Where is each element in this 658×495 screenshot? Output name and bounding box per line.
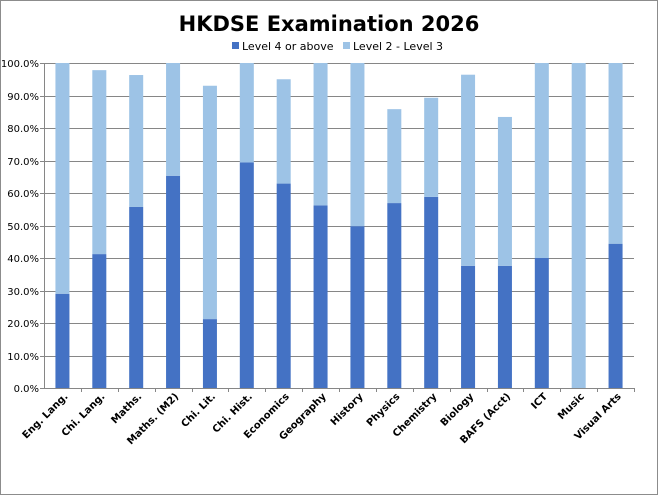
y-tick-label: 40.0% bbox=[7, 254, 39, 265]
bars bbox=[55, 63, 623, 388]
x-tick-label: Chi. Lit. bbox=[179, 391, 218, 430]
bar-level4-or-above bbox=[92, 254, 107, 388]
bar-level4-or-above bbox=[350, 226, 365, 388]
chart-title: HKDSE Examination 2026 bbox=[179, 12, 480, 36]
y-tick-label: 0.0% bbox=[14, 384, 39, 395]
bar-level4-or-above bbox=[497, 265, 512, 388]
bar-level2-to-level3 bbox=[129, 75, 144, 207]
y-tick-label: 50.0% bbox=[7, 222, 39, 233]
x-tick-label: Biology bbox=[439, 391, 477, 429]
bar-level2-to-level3 bbox=[497, 116, 512, 266]
y-tick-label: 30.0% bbox=[7, 287, 39, 298]
bar-level2-to-level3 bbox=[571, 63, 586, 388]
bar-level4-or-above bbox=[202, 319, 217, 388]
legend: Level 4 or above Level 2 - Level 3 bbox=[232, 40, 443, 53]
x-axis: Eng. Lang.Chi. Lang. Maths.Maths. (M2)Chi… bbox=[21, 388, 635, 447]
y-tick-label: 60.0% bbox=[7, 189, 39, 200]
bar-level4-or-above bbox=[239, 162, 254, 388]
bar-level4-or-above bbox=[461, 265, 476, 388]
bar-level4-or-above bbox=[608, 243, 623, 388]
bar-level2-to-level3 bbox=[350, 63, 365, 227]
legend-label-level4: Level 4 or above bbox=[242, 40, 334, 53]
bar-level4-or-above bbox=[534, 258, 549, 388]
bar-level4-or-above bbox=[424, 196, 439, 388]
bar-level2-to-level3 bbox=[92, 70, 107, 255]
bar-level2-to-level3 bbox=[608, 63, 623, 244]
y-tick-label: 70.0% bbox=[7, 157, 39, 168]
y-tick-label: 90.0% bbox=[7, 92, 39, 103]
x-tick-label: Maths. bbox=[109, 391, 144, 426]
x-tick-label: Physics bbox=[365, 391, 403, 429]
bar-level2-to-level3 bbox=[534, 63, 549, 258]
legend-swatch-level4 bbox=[232, 42, 239, 49]
y-tick-label: 100.0% bbox=[1, 59, 39, 70]
bar-level2-to-level3 bbox=[424, 97, 439, 197]
bar-level4-or-above bbox=[387, 203, 402, 388]
legend-swatch-level2-3 bbox=[343, 42, 350, 49]
bar-level4-or-above bbox=[55, 293, 70, 388]
bar-level2-to-level3 bbox=[461, 74, 476, 266]
x-tick-label: Music bbox=[556, 391, 587, 422]
bar-level2-to-level3 bbox=[166, 63, 181, 176]
bar-level4-or-above bbox=[276, 183, 291, 388]
bar-level4-or-above bbox=[313, 205, 328, 388]
y-tick-label: 20.0% bbox=[7, 319, 39, 330]
bar-level2-to-level3 bbox=[387, 109, 402, 204]
bar-level2-to-level3 bbox=[276, 79, 291, 184]
bar-level2-to-level3 bbox=[313, 63, 328, 206]
bar-level2-to-level3 bbox=[55, 63, 70, 294]
y-axis: 0.0% 10.0% 20.0% 30.0% 40.0% 50.0% 60.0% 70.0% 8… bbox=[1, 59, 45, 395]
legend-label-level2-3: Level 2 - Level 3 bbox=[353, 40, 443, 53]
bar-level2-to-level3 bbox=[239, 63, 254, 163]
y-tick-label: 10.0% bbox=[7, 352, 39, 363]
bar-level2-to-level3 bbox=[202, 85, 217, 320]
x-tick-label: ICT bbox=[530, 391, 551, 412]
y-tick-label: 80.0% bbox=[7, 124, 39, 135]
bar-level4-or-above bbox=[166, 175, 181, 388]
x-tick-label: History bbox=[329, 391, 366, 428]
bar-level4-or-above bbox=[129, 206, 144, 388]
